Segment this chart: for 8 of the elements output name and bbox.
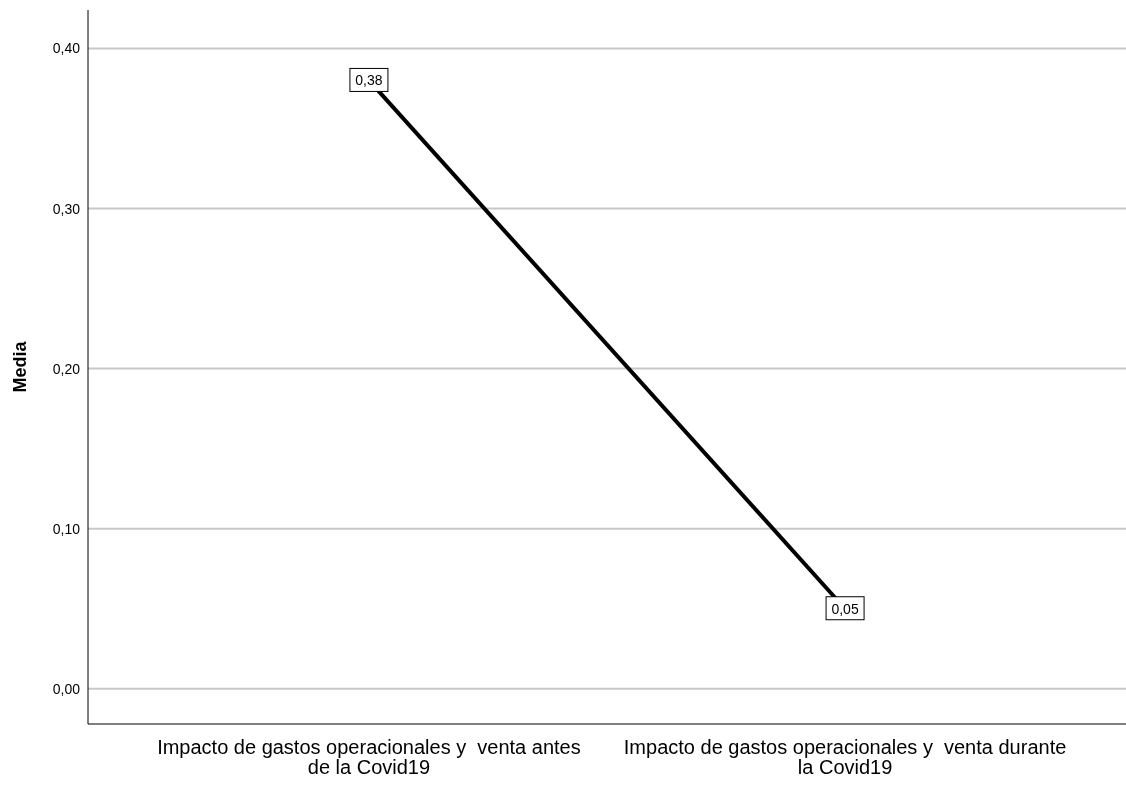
y-tick-label: 0,30	[52, 200, 81, 217]
y-tick-label: 0,40	[52, 40, 81, 57]
x-tick-label: Impacto de gastos operacionales y venta antes de la Covid19	[157, 736, 581, 778]
y-tick-label: 0,00	[52, 680, 81, 697]
x-tick-label: Impacto de gastos operacionales y venta durante la Covid19	[623, 736, 1067, 778]
y-tick-label: 0,10	[52, 520, 81, 537]
y-axis-title: Media	[10, 340, 30, 393]
y-tick-label: 0,20	[52, 360, 81, 377]
